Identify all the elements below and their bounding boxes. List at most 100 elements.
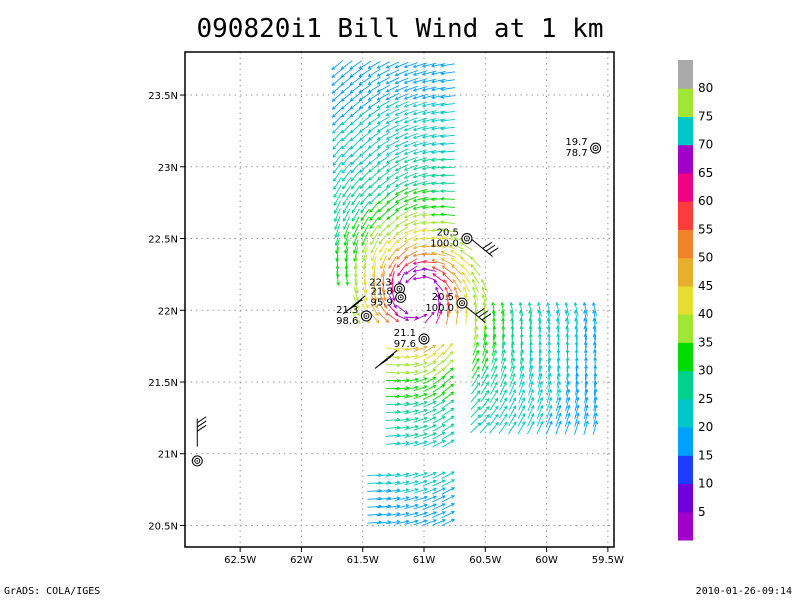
wind-vector-head [377, 216, 382, 221]
wind-vector [431, 63, 446, 67]
wind-vector-head [557, 404, 562, 409]
wind-vector [333, 177, 342, 190]
wind-vector [413, 165, 428, 170]
wind-vector [545, 421, 553, 435]
wind-vector-head [529, 364, 534, 369]
wind-vector-head [485, 365, 489, 370]
y-tick-label: 22.5N [148, 235, 178, 246]
wind-vector-head [530, 396, 535, 401]
wind-vector-head [394, 64, 399, 69]
wind-vector [404, 125, 418, 131]
wind-vector [422, 480, 437, 487]
wind-vector-head [350, 177, 355, 182]
wind-vector [368, 61, 381, 69]
wind-vector-head [521, 405, 526, 409]
wind-vector [413, 417, 428, 423]
wind-vector [440, 150, 455, 153]
wind-vector-head [432, 471, 437, 476]
wind-vector-head [423, 385, 428, 389]
wind-vector [489, 406, 499, 419]
wind-vector [442, 391, 454, 401]
wind-vector [351, 311, 361, 324]
wind-vector [440, 213, 455, 217]
wind-vector-head [412, 276, 417, 281]
wind-vector [584, 318, 588, 333]
wind-vector-head [362, 257, 366, 262]
wind-vector-head [386, 200, 391, 204]
wind-vector [413, 504, 428, 510]
wind-vector [422, 424, 437, 432]
wind-vector [583, 397, 588, 412]
wind-vector [345, 247, 349, 262]
wind-vector-head [494, 397, 499, 402]
wind-vector-head [476, 357, 480, 362]
wind-vector-head [575, 404, 580, 409]
wind-vector-head [405, 488, 410, 492]
wind-vector [388, 248, 398, 261]
x-tick-label: 59.5W [592, 555, 624, 566]
wind-vector [386, 116, 400, 124]
wind-vector-head [432, 479, 437, 484]
wind-vector [538, 357, 542, 372]
wind-vector-head [344, 258, 348, 263]
wind-vector-head [403, 191, 408, 195]
wind-vector [404, 109, 418, 116]
wind-vector-head [453, 286, 458, 291]
wind-vector [519, 365, 524, 380]
wind-vector-head [521, 373, 525, 377]
wind-vector-head [423, 416, 428, 421]
wind-vector [511, 318, 514, 333]
wind-vector [350, 60, 362, 70]
wind-vector [360, 208, 370, 221]
wind-vector [404, 386, 419, 391]
wind-vector-head [477, 422, 482, 427]
wind-vector-head [433, 279, 438, 284]
wind-vector [440, 228, 455, 233]
wind-vector-head [430, 103, 435, 107]
y-tick-label: 22N [158, 306, 178, 317]
wind-vector-head [539, 404, 544, 409]
wind-vector-head [503, 381, 507, 386]
wind-vector [474, 318, 477, 333]
wind-vector-head [349, 121, 354, 126]
wind-vector-head [340, 66, 345, 70]
wind-barb-flag [196, 420, 207, 428]
wind-vector-head [350, 145, 354, 150]
wind-vector [350, 99, 362, 110]
wind-vector-head [395, 247, 400, 252]
wind-vector [537, 397, 543, 411]
wind-vector-head [405, 425, 410, 429]
wind-vector [509, 373, 516, 388]
wind-vector-head [440, 87, 444, 92]
wind-vector [404, 370, 419, 375]
station-label-bottom: 78.7 [565, 148, 587, 159]
wind-vector [350, 68, 362, 78]
wind-barb-flag [475, 308, 485, 315]
wind-vector-head [367, 89, 372, 93]
station-label-bottom: 98.6 [336, 316, 358, 327]
wind-vector [431, 244, 446, 248]
wind-vector-head [459, 242, 464, 246]
colorbar-segment [678, 427, 693, 456]
colorbar-segment [678, 229, 693, 259]
wind-vector [350, 91, 362, 102]
wind-vector [381, 286, 386, 301]
wind-vector-head [383, 304, 388, 309]
wind-vector-head [451, 503, 455, 507]
wind-vector [422, 488, 437, 495]
wind-vector [547, 302, 551, 317]
wind-vector [441, 258, 455, 266]
wind-vector [378, 209, 389, 221]
wind-vector [461, 264, 472, 276]
wind-vector-head [451, 471, 455, 475]
colorbar-segment [678, 257, 693, 287]
wind-vector [413, 409, 428, 415]
wind-vector-head [412, 135, 417, 139]
wind-vector-head [521, 381, 525, 385]
wind-vector-head [340, 121, 345, 126]
wind-vector-head [430, 126, 435, 131]
wind-vector-head [503, 389, 507, 394]
wind-vector-head [403, 143, 408, 148]
wind-vector-head [382, 297, 387, 302]
wind-vector [538, 310, 542, 325]
